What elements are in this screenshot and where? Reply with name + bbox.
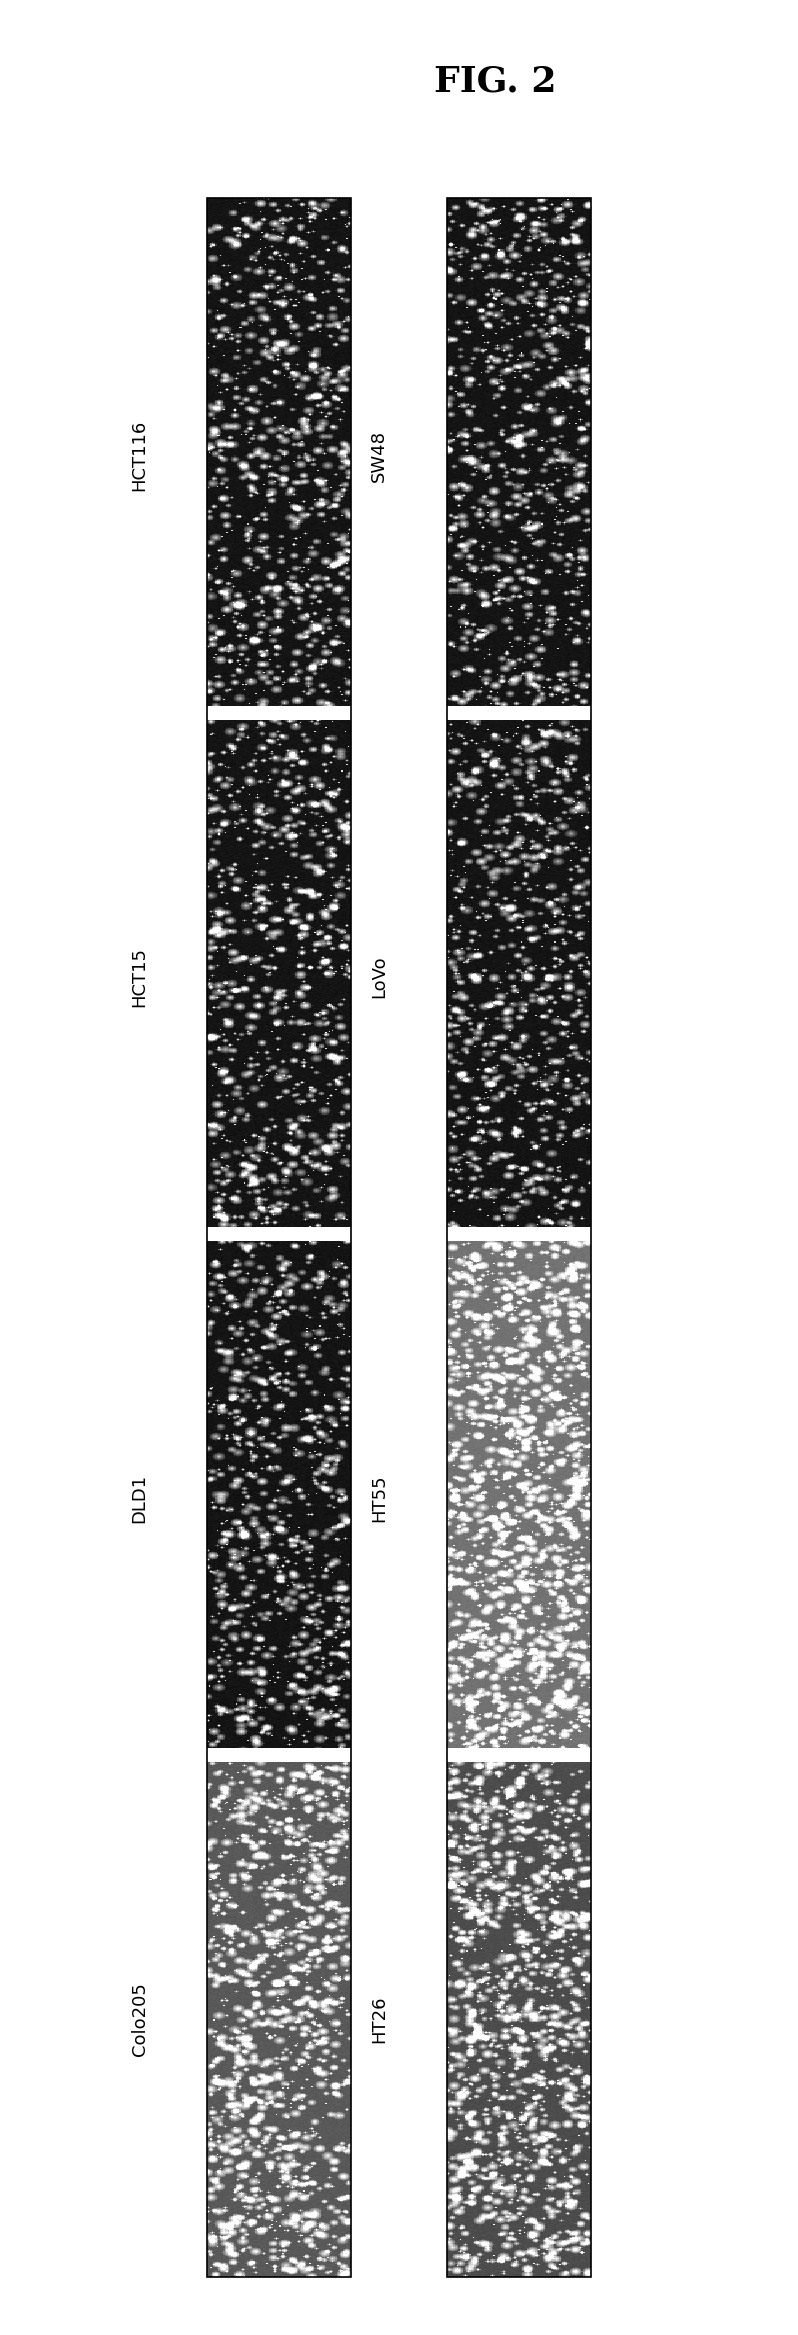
Bar <box>447 705 591 719</box>
Bar <box>207 1749 351 1763</box>
Bar <box>207 1226 351 1240</box>
Text: SW48: SW48 <box>370 430 388 481</box>
Bar <box>447 1749 591 1763</box>
Text: FIG. 2: FIG. 2 <box>433 65 556 98</box>
Bar <box>207 705 351 719</box>
Text: HCT15: HCT15 <box>131 948 148 1006</box>
Text: DLD1: DLD1 <box>131 1473 148 1522</box>
Text: HT55: HT55 <box>370 1473 388 1522</box>
Bar <box>207 198 351 2277</box>
Text: HT26: HT26 <box>370 1996 388 2043</box>
Bar <box>447 1226 591 1240</box>
Text: Colo205: Colo205 <box>131 1982 148 2057</box>
Bar <box>447 198 591 2277</box>
Text: HCT116: HCT116 <box>131 420 148 490</box>
Text: LoVo: LoVo <box>370 955 388 999</box>
